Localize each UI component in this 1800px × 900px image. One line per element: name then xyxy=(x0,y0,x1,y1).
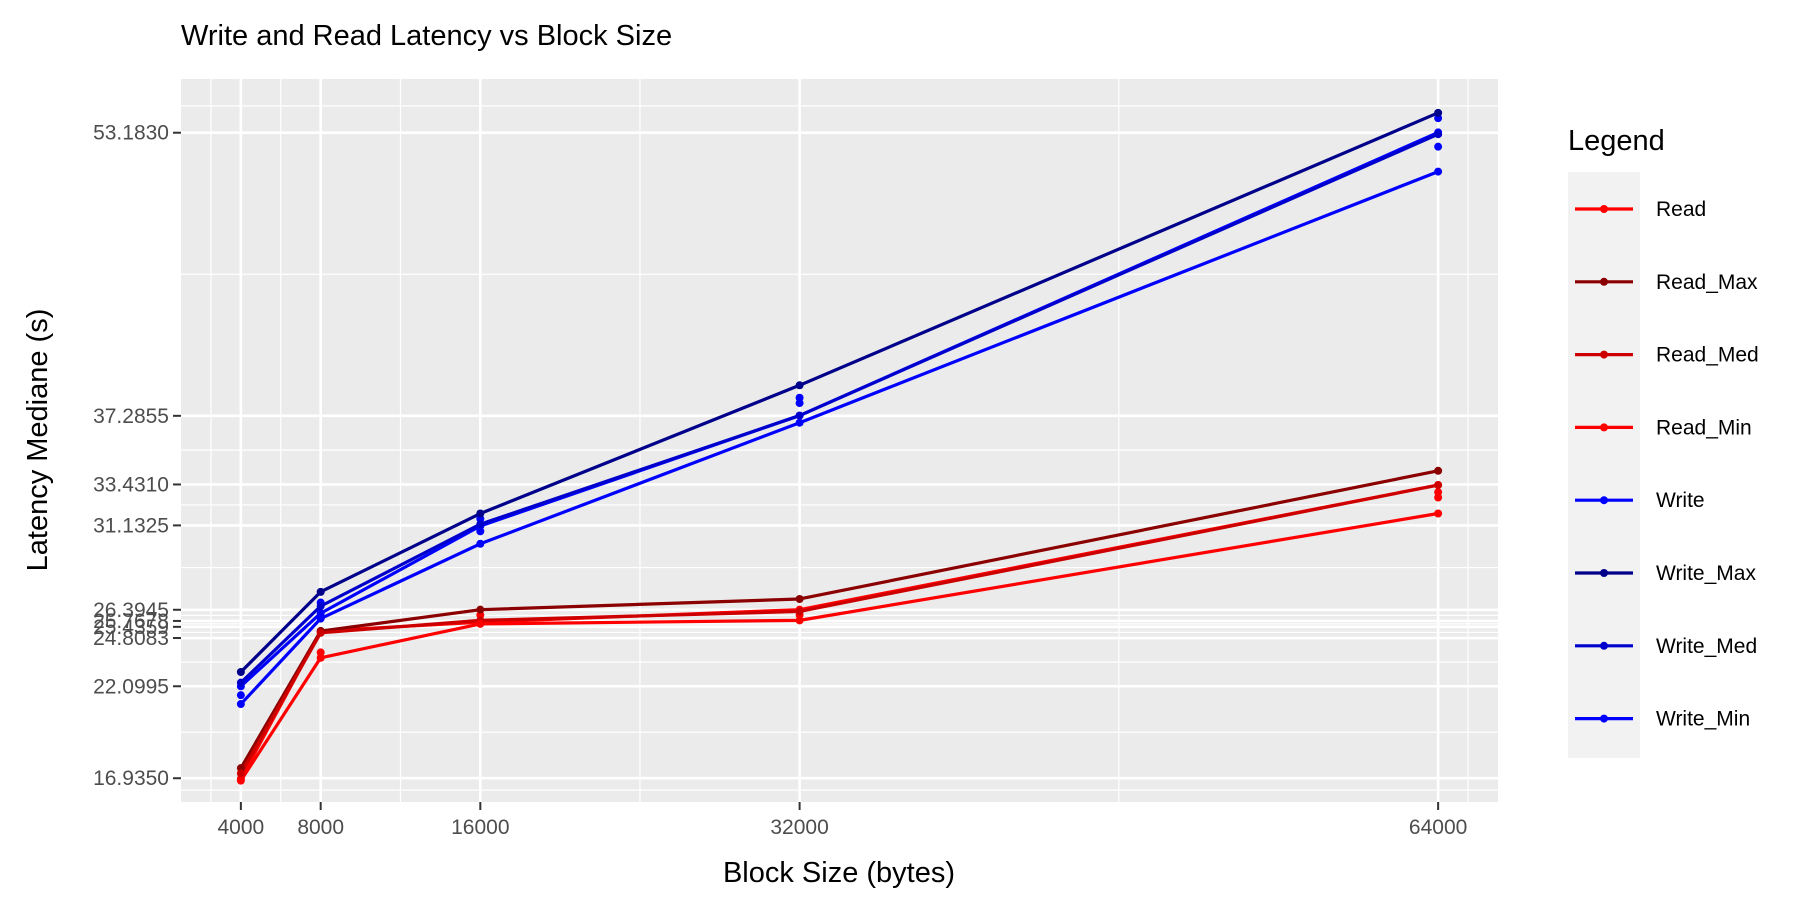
x-tick-label: 4000 xyxy=(218,816,265,839)
y-tick-label: 16.9350 xyxy=(93,767,169,790)
data-point xyxy=(1434,130,1443,139)
legend-label: Write_Max xyxy=(1656,562,1756,585)
legend-key-point xyxy=(1600,277,1608,286)
data-point xyxy=(236,691,245,700)
legend-label: Read_Min xyxy=(1656,416,1752,439)
data-point xyxy=(476,520,485,529)
legend-label: Write xyxy=(1656,489,1705,512)
data-point xyxy=(1434,466,1443,475)
data-point xyxy=(1434,167,1443,176)
data-point xyxy=(476,527,485,536)
legend-key-point xyxy=(1600,205,1608,213)
data-point xyxy=(476,605,485,614)
data-point xyxy=(1434,108,1443,117)
y-tick-label: 31.1325 xyxy=(93,514,169,537)
legend-label: Write_Min xyxy=(1656,708,1750,731)
data-point xyxy=(236,668,245,677)
y-axis-title: Latency Mediane (s) xyxy=(22,309,54,572)
grid-minor xyxy=(181,79,1498,802)
data-point xyxy=(795,381,804,390)
data-point xyxy=(236,700,245,709)
legend-label: Read xyxy=(1656,198,1706,221)
x-tick-label: 64000 xyxy=(1409,816,1467,839)
plot-panel xyxy=(181,79,1498,802)
x-axis-title: Block Size (bytes) xyxy=(723,857,955,889)
x-axis: 4000 8000 16000 32000 64000 xyxy=(218,802,1467,839)
data-point xyxy=(795,393,804,402)
data-point xyxy=(316,587,325,596)
y-tick-label: 25.4359 xyxy=(93,616,169,639)
y-axis: 16.9350 22.0995 24.808325.435925.767826.39… xyxy=(93,122,181,790)
data-point xyxy=(1434,481,1443,490)
x-tick-label: 16000 xyxy=(451,816,509,839)
legend-key-point xyxy=(1600,569,1608,577)
data-point xyxy=(476,509,485,518)
data-point xyxy=(236,769,245,778)
data-point xyxy=(1434,142,1443,151)
y-tick-label: 22.0995 xyxy=(93,675,169,698)
x-tick-label: 32000 xyxy=(770,816,828,839)
legend: Legend Read Read_Max Read_Med Read_Min Write… xyxy=(1568,125,1759,758)
y-tick-label: 24.8083 xyxy=(93,627,169,650)
data-point xyxy=(476,619,485,628)
data-point xyxy=(795,411,804,420)
data-point xyxy=(236,776,245,785)
data-point xyxy=(316,628,325,637)
data-point xyxy=(316,602,325,611)
legend-key-point xyxy=(1600,641,1608,650)
chart-title: Write and Read Latency vs Block Size xyxy=(181,20,672,52)
data-point xyxy=(476,539,485,548)
y-tick-label: 53.1830 xyxy=(93,122,169,145)
y-tick-label: 33.4310 xyxy=(93,473,169,496)
data-point xyxy=(236,678,245,687)
legend-label: Read_Max xyxy=(1656,271,1758,294)
data-point xyxy=(795,616,804,625)
x-tick-label: 8000 xyxy=(297,816,344,839)
data-point xyxy=(1434,488,1443,497)
data-point xyxy=(316,653,325,662)
data-point xyxy=(1434,509,1443,518)
data-point xyxy=(316,614,325,623)
data-point xyxy=(795,594,804,603)
legend-label: Write_Med xyxy=(1656,635,1757,658)
legend-key-point xyxy=(1600,423,1608,432)
data-point xyxy=(795,418,804,427)
data-point xyxy=(795,607,804,616)
legend-key-point xyxy=(1600,350,1608,359)
series-points xyxy=(236,108,1443,785)
legend-label: Read_Med xyxy=(1656,344,1759,367)
y-tick-label: 26.3945 xyxy=(93,599,169,622)
legend-key-point xyxy=(1600,714,1608,723)
y-tick-label: 37.2855 xyxy=(93,405,169,428)
legend-title: Legend xyxy=(1568,125,1665,157)
legend-key-point xyxy=(1600,496,1608,505)
y-tick-label: 25.7678 xyxy=(93,610,169,633)
legend-key-background xyxy=(1568,172,1640,758)
